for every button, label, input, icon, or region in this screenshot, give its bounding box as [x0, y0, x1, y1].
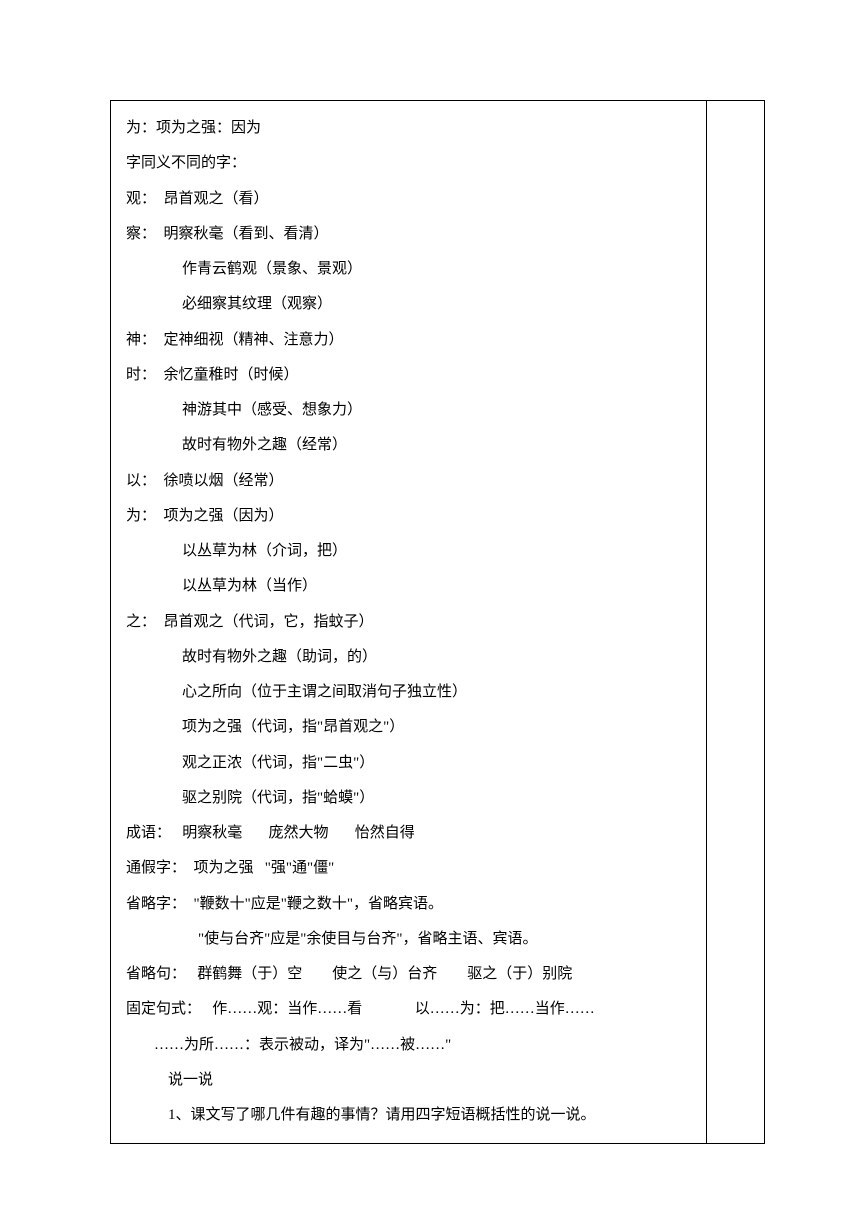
- text-line: 以： 徐喷以烟（经常）: [126, 464, 694, 499]
- text-line: 通假字： 项为之强 "强"通"僵": [126, 851, 694, 886]
- text-line: 以丛草为林（当作）: [126, 569, 694, 604]
- main-content-cell: 为：项为之强：因为字同义不同的字：观： 昂首观之（看）察： 明察秋毫（看到、看清…: [111, 101, 707, 1144]
- side-cell: [707, 101, 765, 1144]
- text-line: 察： 明察秋毫（看到、看清）: [126, 217, 694, 252]
- text-line: 固定句式： 作……观：当作……看 以……为：把……当作……: [126, 992, 694, 1027]
- text-line: 神游其中（感受、想象力）: [126, 393, 694, 428]
- text-line: 为：项为之强：因为: [126, 111, 694, 146]
- text-line: 以丛草为林（介词，把）: [126, 534, 694, 569]
- text-line: 之： 昂首观之（代词，它，指蚊子）: [126, 605, 694, 640]
- text-line: ……为所……：表示被动，译为"……被……": [126, 1028, 694, 1063]
- text-line: 项为之强（代词，指"昂首观之"）: [126, 710, 694, 745]
- text-line: 观之正浓（代词，指"二虫"）: [126, 746, 694, 781]
- text-line: 成语： 明察秋毫 庞然大物 怡然自得: [126, 816, 694, 851]
- text-line: 作青云鹤观（景象、景观）: [126, 252, 694, 287]
- text-line: 省略句： 群鹤舞（于）空 使之（与）台齐 驱之（于）别院: [126, 957, 694, 992]
- text-line: 故时有物外之趣（经常）: [126, 428, 694, 463]
- text-line: 时： 余忆童稚时（时候）: [126, 358, 694, 393]
- text-line: 字同义不同的字：: [126, 146, 694, 181]
- text-line: 驱之别院（代词，指"蛤蟆"）: [126, 781, 694, 816]
- text-line: 神： 定神细视（精神、注意力）: [126, 323, 694, 358]
- text-line: "使与台齐"应是"余使目与台齐"，省略主语、宾语。: [126, 922, 694, 957]
- text-line: 为： 项为之强（因为）: [126, 499, 694, 534]
- text-line: 省略字： "鞭数十"应是"鞭之数十"，省略宾语。: [126, 887, 694, 922]
- text-line: 观： 昂首观之（看）: [126, 182, 694, 217]
- text-line: 心之所向（位于主谓之间取消句子独立性）: [126, 675, 694, 710]
- text-line: 必细察其纹理（观察）: [126, 287, 694, 322]
- text-line: 说一说: [126, 1063, 694, 1098]
- text-line: 故时有物外之趣（助词，的）: [126, 640, 694, 675]
- page-container: 为：项为之强：因为字同义不同的字：观： 昂首观之（看）察： 明察秋毫（看到、看清…: [0, 0, 860, 1194]
- content-table: 为：项为之强：因为字同义不同的字：观： 昂首观之（看）察： 明察秋毫（看到、看清…: [110, 100, 765, 1144]
- text-line: 1、课文写了哪几件有趣的事情？请用四字短语概括性的说一说。: [126, 1098, 694, 1133]
